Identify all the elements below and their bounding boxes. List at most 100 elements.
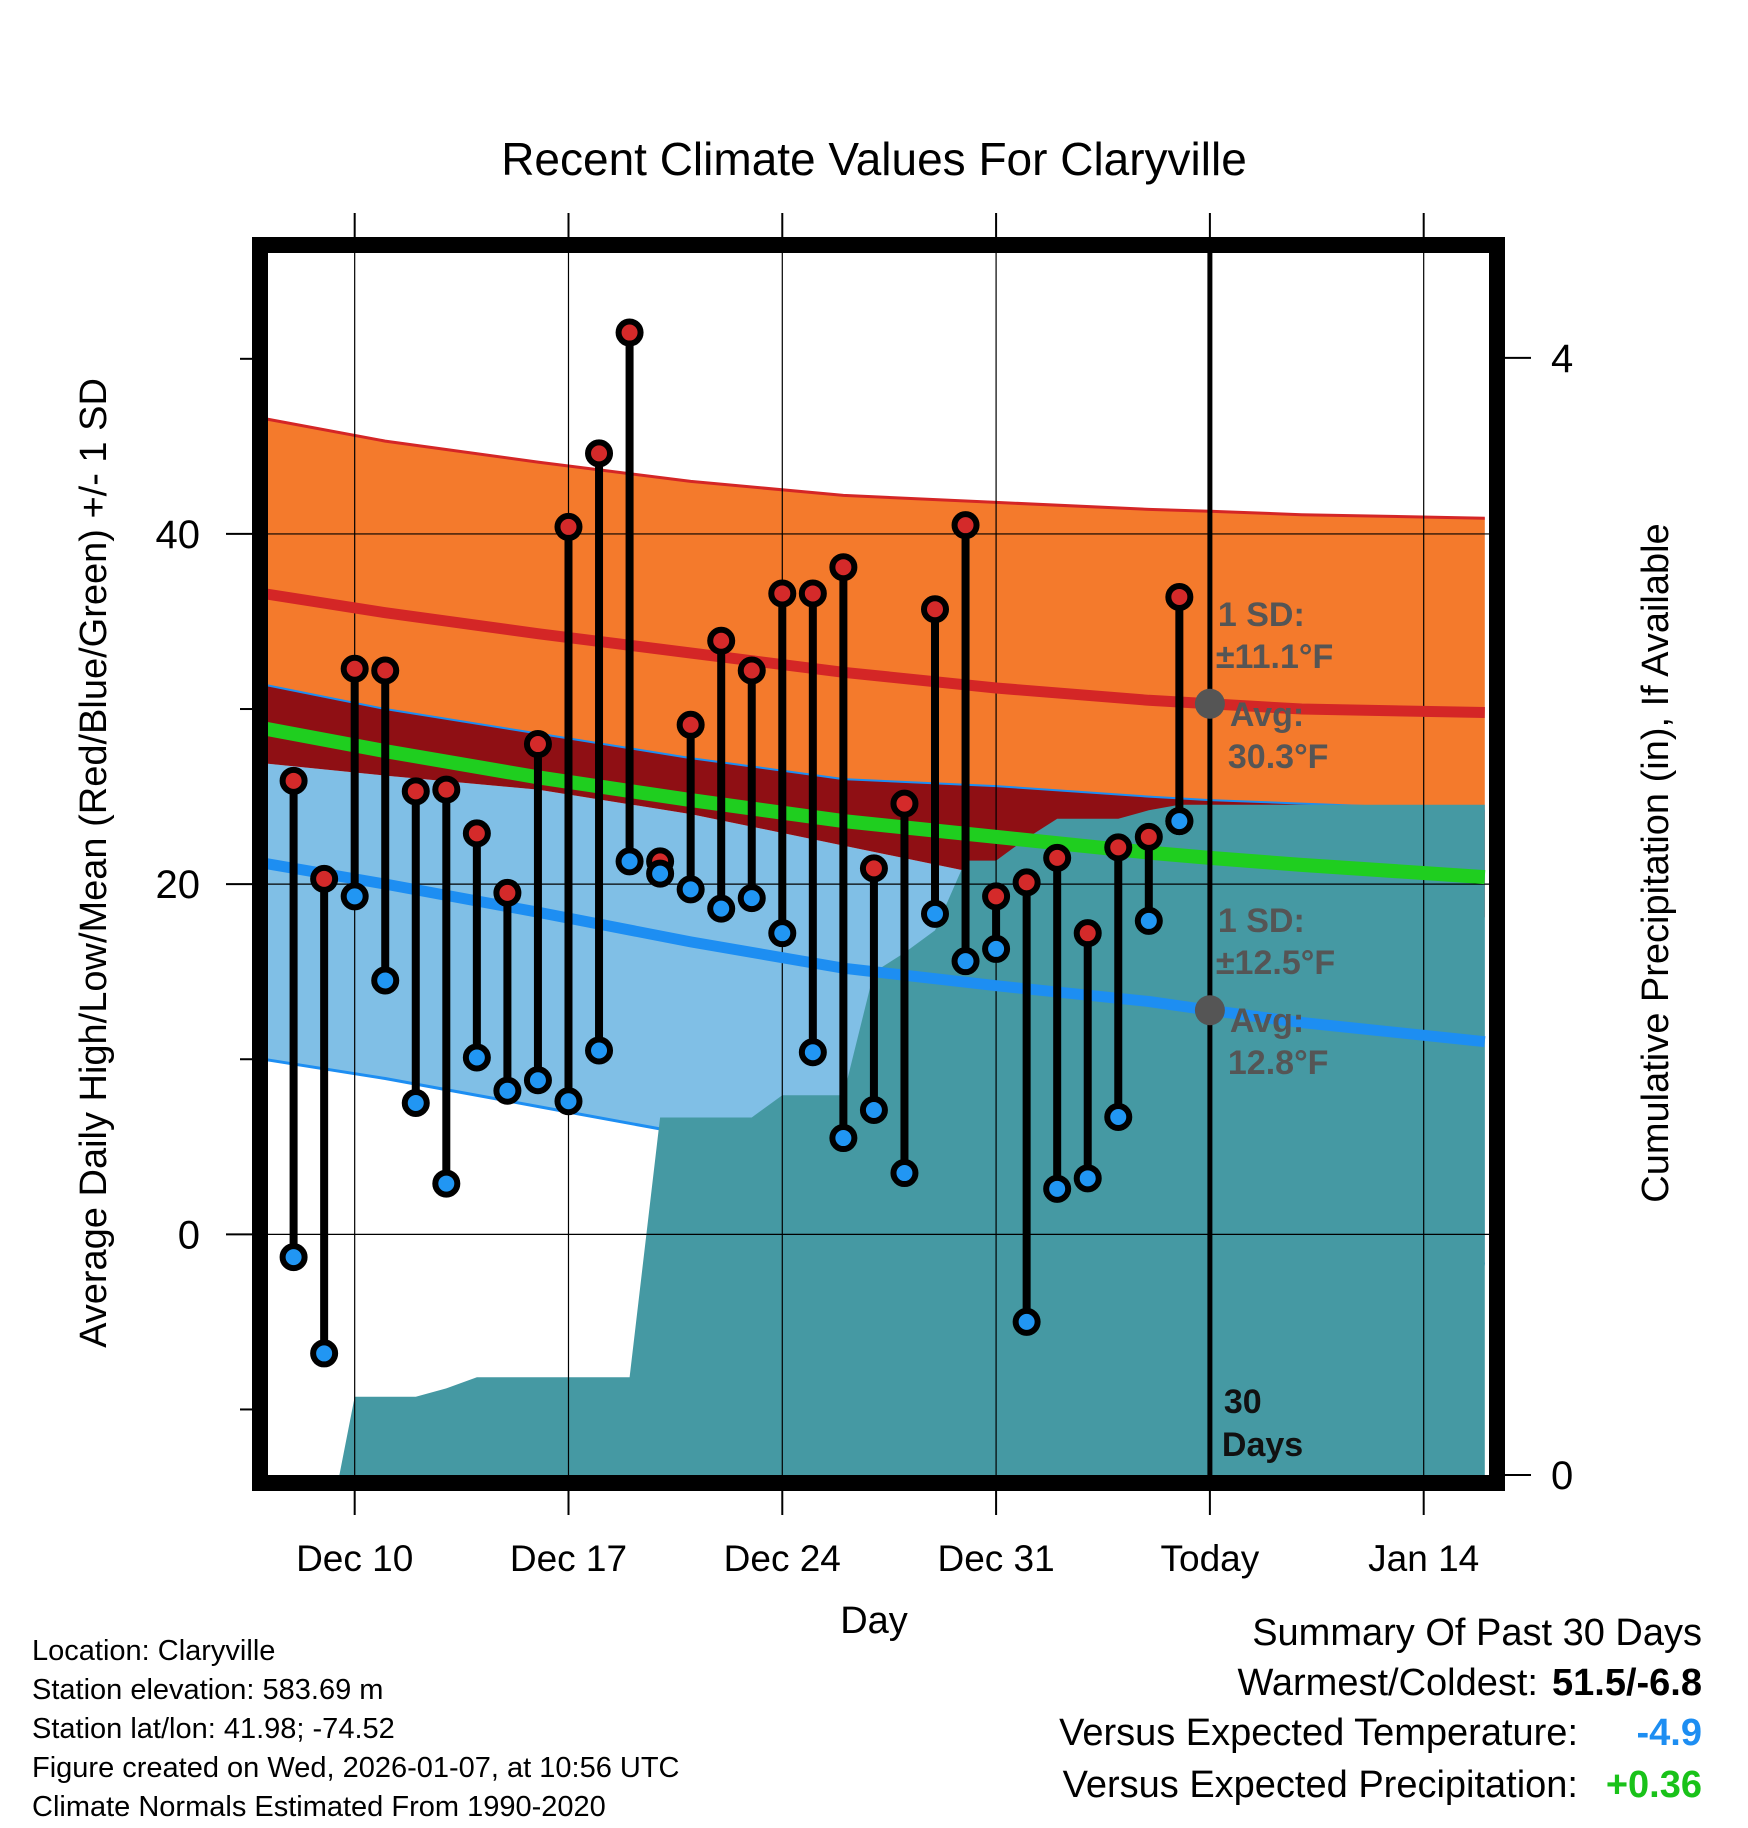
temperature-anomaly-row: Versus Expected Temperature: -4.9: [1059, 1712, 1702, 1755]
high-temp-point: [493, 878, 522, 907]
x-axis-label: Day: [840, 1600, 908, 1642]
high-temp-point: [1043, 843, 1072, 872]
high-sd-value: ±11.1°F: [1216, 638, 1333, 676]
high-sd-upper-line: [262, 416, 1485, 520]
low-temp-point: [310, 1339, 339, 1368]
x-tick-label: Dec 31: [937, 1538, 1054, 1579]
high-temp-point: [676, 710, 705, 739]
high-temp-point: [982, 882, 1011, 911]
low-avg-value: 12.8°F: [1228, 1044, 1329, 1082]
low-temp-point: [676, 875, 705, 904]
window-label-number: 30: [1224, 1383, 1262, 1421]
low-normal-line: [262, 857, 1486, 1048]
y2-tick-label: 4: [1551, 337, 1573, 381]
low-temp-point: [1012, 1307, 1041, 1336]
low-temp-point: [371, 966, 400, 995]
high-temp-point: [921, 595, 950, 624]
low-temp-point: [890, 1159, 919, 1188]
chart-title: Recent Climate Values For Claryville: [501, 133, 1247, 185]
latlon-text: Station lat/lon: 41.98; -74.52: [32, 1713, 395, 1745]
high-temp-point: [340, 654, 369, 683]
low-avg-marker: [1194, 995, 1225, 1026]
precipitation-anomaly-value: +0.36: [1605, 1764, 1702, 1806]
high-avg-value: 30.3°F: [1228, 738, 1329, 776]
low-temp-point: [615, 847, 644, 876]
precipitation-area: [339, 804, 1485, 1475]
high-avg-marker: [1194, 688, 1225, 719]
daily-range-bars: [279, 318, 1194, 1368]
warmest-coldest-label: Warmest/Coldest:: [1237, 1662, 1538, 1704]
x-tick-label: Dec 24: [724, 1538, 841, 1579]
low-temp-point: [279, 1243, 308, 1272]
mean-normal-line: [261, 721, 1486, 885]
low-temp-point: [1104, 1103, 1133, 1132]
precipitation-anomaly-label: Versus Expected Precipitation:: [1062, 1764, 1578, 1806]
high-temp-point: [1134, 822, 1163, 851]
high-normal-line: [262, 588, 1485, 718]
warmest-coldest-row: Warmest/Coldest: 51.5/-6.8: [1237, 1662, 1702, 1705]
normal-lines: [261, 588, 1486, 1048]
temperature-anomaly-label: Versus Expected Temperature:: [1059, 1712, 1578, 1754]
high-temp-point: [310, 864, 339, 893]
y-tick-label: 20: [156, 863, 201, 907]
annotations: 1 SD: ±11.1°F Avg: 30.3°F 1 SD: ±12.5°F Avg: 12…: [1194, 245, 1335, 1483]
low-sd-value: ±12.5°F: [1216, 944, 1335, 982]
high-temp-point: [798, 579, 827, 608]
high-temp-point: [737, 656, 766, 685]
high-temp-point: [554, 512, 583, 541]
summary-title: Summary Of Past 30 Days: [1252, 1612, 1702, 1654]
y2-axis-label: Cumulative Precipitation (in), If Availa…: [1635, 523, 1677, 1202]
high-temp-point: [1073, 919, 1102, 948]
high-temp-point: [279, 766, 308, 795]
low-temp-point: [523, 1066, 552, 1095]
low-temp-point: [951, 947, 980, 976]
high-temp-point: [371, 656, 400, 685]
warmest-coldest-value: 51.5/-6.8: [1552, 1662, 1702, 1704]
x-tick-label: Today: [1161, 1538, 1260, 1579]
plot-frame: [252, 237, 1505, 1491]
high-temp-point: [859, 854, 888, 883]
high-temp-point: [585, 439, 614, 468]
low-temp-point: [859, 1096, 888, 1125]
low-temp-point: [1043, 1174, 1072, 1203]
y2-tick-label: 0: [1551, 1454, 1573, 1498]
location-text: Location: Claryville: [32, 1635, 276, 1667]
low-sd-label: 1 SD:: [1218, 902, 1305, 940]
high-temp-point: [707, 626, 736, 655]
high-temp-point: [615, 318, 644, 347]
low-temp-point: [646, 859, 675, 888]
created-text: Figure created on Wed, 2026-01-07, at 10…: [32, 1752, 680, 1784]
x-tick-label: Dec 17: [510, 1538, 627, 1579]
low-temp-point: [1165, 807, 1194, 836]
low-temp-point: [737, 884, 766, 913]
y-tick-label: 0: [178, 1213, 200, 1257]
window-label-days: Days: [1222, 1426, 1303, 1464]
y-tick-label: 40: [156, 513, 201, 557]
high-temp-point: [1165, 582, 1194, 611]
high-temp-point: [829, 553, 858, 582]
low-temp-point: [554, 1087, 583, 1116]
low-temp-point: [921, 899, 950, 928]
x-tick-label: Jan 14: [1368, 1538, 1479, 1579]
normals-text: Climate Normals Estimated From 1990-2020: [32, 1791, 606, 1823]
low-temp-point: [340, 882, 369, 911]
low-temp-point: [798, 1038, 827, 1067]
low-temp-point: [432, 1169, 461, 1198]
low-temp-point: [585, 1036, 614, 1065]
high-sd-label: 1 SD:: [1218, 596, 1305, 634]
y-axis-label: Average Daily High/Low/Mean (Red/Blue/Gr…: [73, 378, 115, 1348]
high-temp-point: [768, 579, 797, 608]
high-sd-lower-line: [262, 683, 1485, 812]
x-tick-label: Dec 10: [296, 1538, 413, 1579]
low-temp-point: [493, 1076, 522, 1105]
low-temp-point: [707, 894, 736, 923]
high-avg-label: Avg:: [1230, 696, 1304, 734]
elevation-text: Station elevation: 583.69 m: [32, 1674, 384, 1706]
low-temp-point: [462, 1043, 491, 1072]
low-temp-point: [1134, 906, 1163, 935]
precipitation-anomaly-row: Versus Expected Precipitation: +0.36: [1063, 1764, 1702, 1807]
low-avg-label: Avg:: [1230, 1002, 1304, 1040]
low-temp-point: [982, 934, 1011, 963]
high-temp-point: [1104, 833, 1133, 862]
